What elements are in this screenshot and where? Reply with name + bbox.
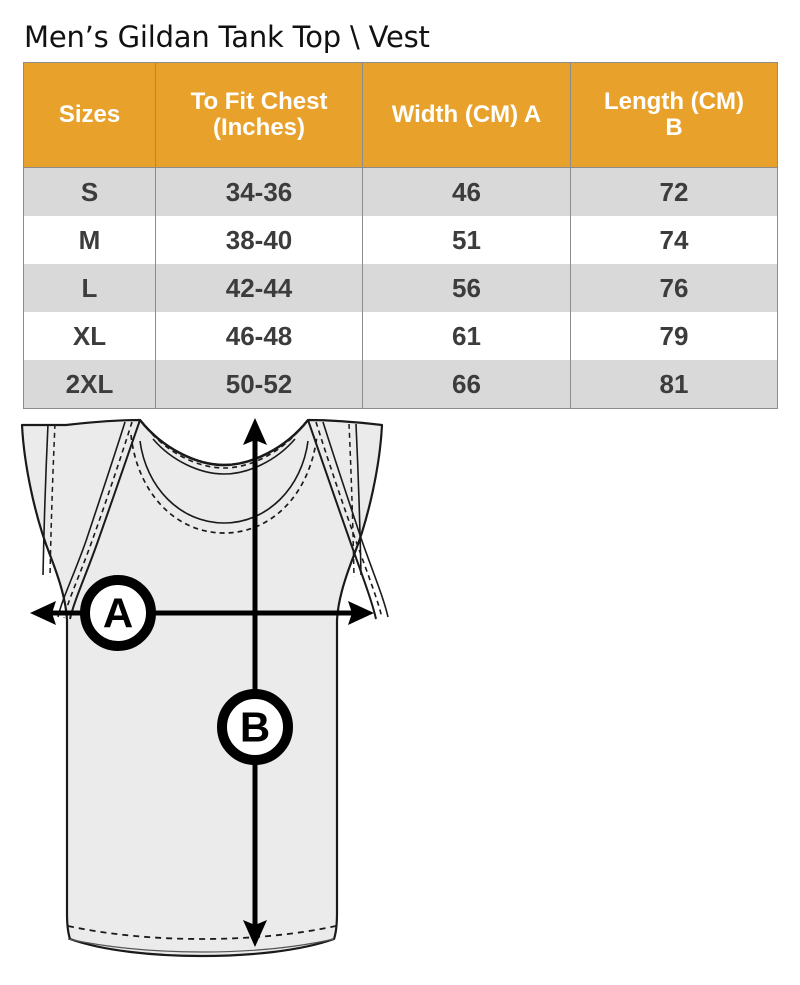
neckline-opening-stitch	[130, 434, 318, 534]
garment-body-shape	[20, 418, 384, 958]
column-header-sizes-line1: Sizes	[58, 101, 121, 129]
measurement-a-arrow-right	[348, 601, 374, 625]
column-header-sizes: Sizes	[23, 62, 156, 168]
shoulder-seam-right	[355, 423, 362, 576]
tank-top-illustration: A B	[20, 418, 389, 958]
shoulder-seam-right-stitch	[348, 423, 355, 578]
cell-length: 72	[570, 167, 778, 216]
cell-size: L	[23, 264, 156, 312]
cell-width: 66	[362, 360, 571, 409]
garment-diagram: A B	[0, 405, 800, 985]
page-title: Men’s Gildan Tank Top \ Vest	[24, 20, 430, 54]
cell-length: 81	[570, 360, 778, 409]
cell-chest: 38-40	[155, 216, 363, 264]
table-body: S 34-36 46 72 M 38-40 51 74 L 42-44 56 7…	[23, 167, 778, 409]
column-header-chest-line1: To Fit Chest	[190, 88, 328, 116]
measurement-b-arrow-bottom	[243, 920, 267, 947]
column-header-width: Width (CM) A	[362, 62, 571, 168]
cell-width: 51	[362, 216, 571, 264]
cell-chest: 46-48	[155, 312, 363, 360]
measurement-b-group: B	[217, 418, 293, 947]
column-header-length-line1: Length (CM)	[604, 88, 744, 116]
cell-chest: 34-36	[155, 167, 363, 216]
cell-size: S	[23, 167, 156, 216]
size-chart-container: Sizes To Fit Chest (Inches) Width (CM) A…	[23, 62, 778, 409]
shoulder-seam-left-stitch	[49, 423, 56, 578]
armhole-right-edge	[307, 419, 377, 620]
column-header-length: Length (CM) B	[570, 62, 778, 168]
cell-size: M	[23, 216, 156, 264]
measurement-a-group: A	[30, 575, 374, 651]
garment-outline-group	[20, 418, 389, 958]
table-row: 2XL 50-52 66 81	[23, 360, 778, 409]
cell-chest: 50-52	[155, 360, 363, 409]
cell-size: 2XL	[23, 360, 156, 409]
measurement-b-marker-circle	[217, 689, 293, 765]
measurement-a-arrow-left	[30, 601, 56, 625]
measurement-b-label: B	[240, 704, 270, 751]
table-row: M 38-40 51 74	[23, 216, 778, 264]
column-header-width-line1: Width (CM) A	[391, 101, 542, 129]
cell-length: 79	[570, 312, 778, 360]
shoulder-seam-left	[42, 423, 49, 576]
measurement-b-arrow-top	[243, 418, 267, 445]
table-row: XL 46-48 61 79	[23, 312, 778, 360]
table-row: S 34-36 46 72	[23, 167, 778, 216]
table-header-row: Sizes To Fit Chest (Inches) Width (CM) A…	[23, 62, 778, 168]
armhole-left-edge	[69, 419, 141, 620]
size-chart-table: Sizes To Fit Chest (Inches) Width (CM) A…	[23, 62, 778, 409]
measurement-a-label: A	[103, 590, 133, 637]
hem-stitch-line	[67, 925, 337, 940]
neckline-opening	[139, 440, 309, 524]
column-header-chest: To Fit Chest (Inches)	[155, 62, 363, 168]
armhole-left-binding	[57, 421, 126, 618]
cell-width: 56	[362, 264, 571, 312]
cell-size: XL	[23, 312, 156, 360]
hem-fold-edge	[67, 938, 335, 953]
table-header: Sizes To Fit Chest (Inches) Width (CM) A…	[23, 62, 778, 168]
cell-width: 61	[362, 312, 571, 360]
cell-width: 46	[362, 167, 571, 216]
measurement-a-marker-circle	[80, 575, 156, 651]
cell-length: 76	[570, 264, 778, 312]
neckline-collar-inner	[152, 438, 296, 475]
cell-chest: 42-44	[155, 264, 363, 312]
column-header-length-line2: B	[665, 114, 683, 141]
neckline-collar-outer	[139, 419, 309, 467]
table-row: L 42-44 56 76	[23, 264, 778, 312]
cell-length: 74	[570, 216, 778, 264]
column-header-chest-line2: (Inches)	[212, 114, 305, 141]
neckline-collar-stitch	[145, 426, 303, 469]
